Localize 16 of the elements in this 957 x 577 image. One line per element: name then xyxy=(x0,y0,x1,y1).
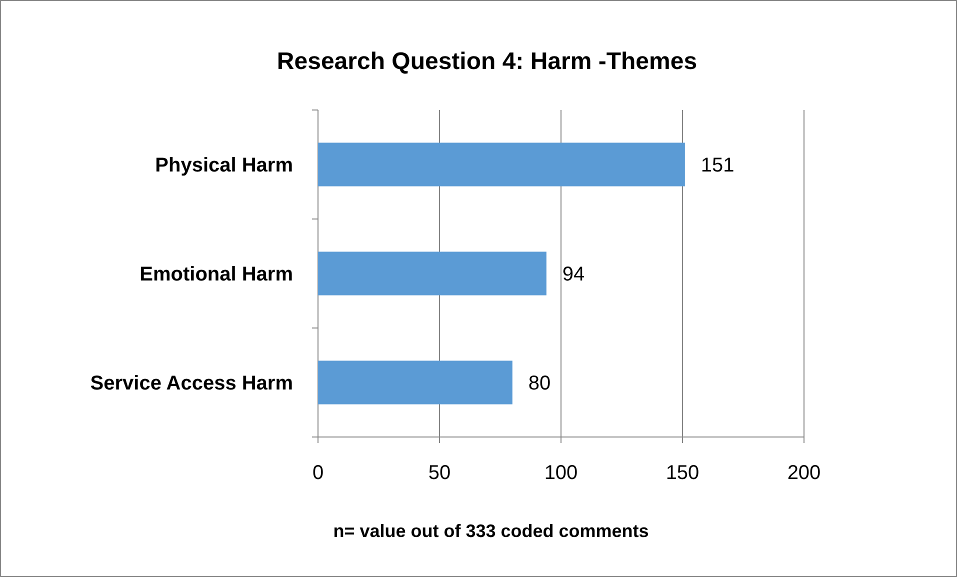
bar xyxy=(318,360,512,404)
bar xyxy=(318,252,546,296)
x-tick-label: 200 xyxy=(787,462,821,484)
x-tick-label: 100 xyxy=(544,462,578,484)
data-label: 80 xyxy=(528,372,551,394)
x-tick-label: 150 xyxy=(666,462,700,484)
chart-title: Research Question 4: Harm -Themes xyxy=(276,48,698,75)
x-tick-label: 50 xyxy=(428,462,451,484)
y-tick-label: Service Access Harm xyxy=(90,372,293,394)
bar xyxy=(318,142,685,186)
x-axis-title: n= value out of 333 coded comments xyxy=(333,521,649,541)
x-tick-label: 0 xyxy=(312,462,324,484)
y-tick-label: Emotional Harm xyxy=(140,264,293,286)
y-tick-label: Physical Harm xyxy=(155,154,293,176)
data-label: 151 xyxy=(700,154,734,176)
data-label: 94 xyxy=(562,264,585,286)
